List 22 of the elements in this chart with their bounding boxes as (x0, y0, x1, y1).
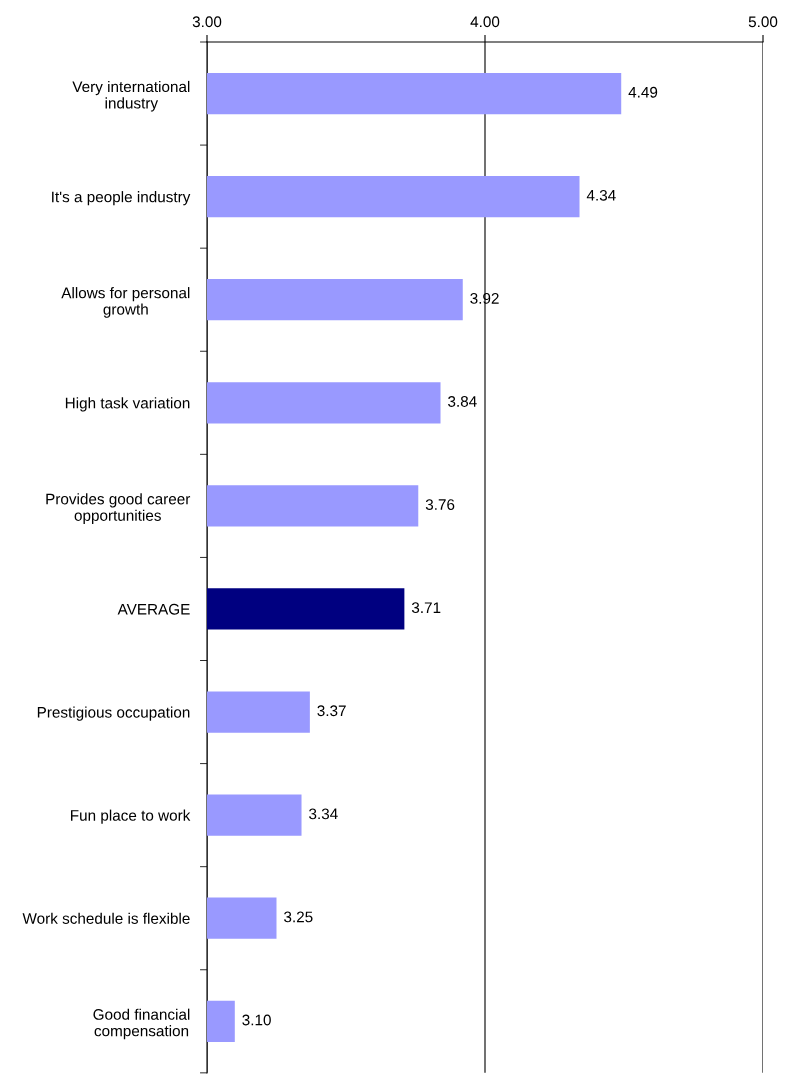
x-tick-label: 3.00 (192, 16, 222, 28)
data-label: 3.34 (309, 808, 338, 820)
y-tick-label: Allows for personal growth (61, 287, 190, 318)
y-tick-label: Good financial compensation (93, 1008, 190, 1040)
data-label: 3.25 (284, 911, 313, 923)
y-tick-label: Prestigious occupation (37, 706, 190, 721)
y-tick-label: High task variation (65, 397, 190, 412)
data-label: 3.76 (425, 499, 455, 510)
data-label: 3.37 (317, 705, 346, 717)
x-tick-label: 4.00 (470, 16, 500, 28)
y-tick-label: AVERAGE (117, 603, 190, 615)
data-label: 4.49 (628, 86, 658, 98)
data-label: 4.34 (586, 189, 616, 201)
data-label: 3.84 (448, 396, 477, 407)
data-label: 3.71 (411, 602, 441, 614)
y-tick-label: Very international industry (72, 80, 190, 112)
y-tick-label: It's a people industry (52, 191, 191, 206)
x-tick-label: 5.00 (748, 16, 778, 28)
y-tick-label: Provides good career opportunities (46, 493, 191, 524)
data-label: 3.10 (242, 1014, 271, 1026)
y-tick-label: Work schedule is flexible (22, 912, 190, 924)
y-tick-label: Fun place to work (71, 809, 191, 824)
